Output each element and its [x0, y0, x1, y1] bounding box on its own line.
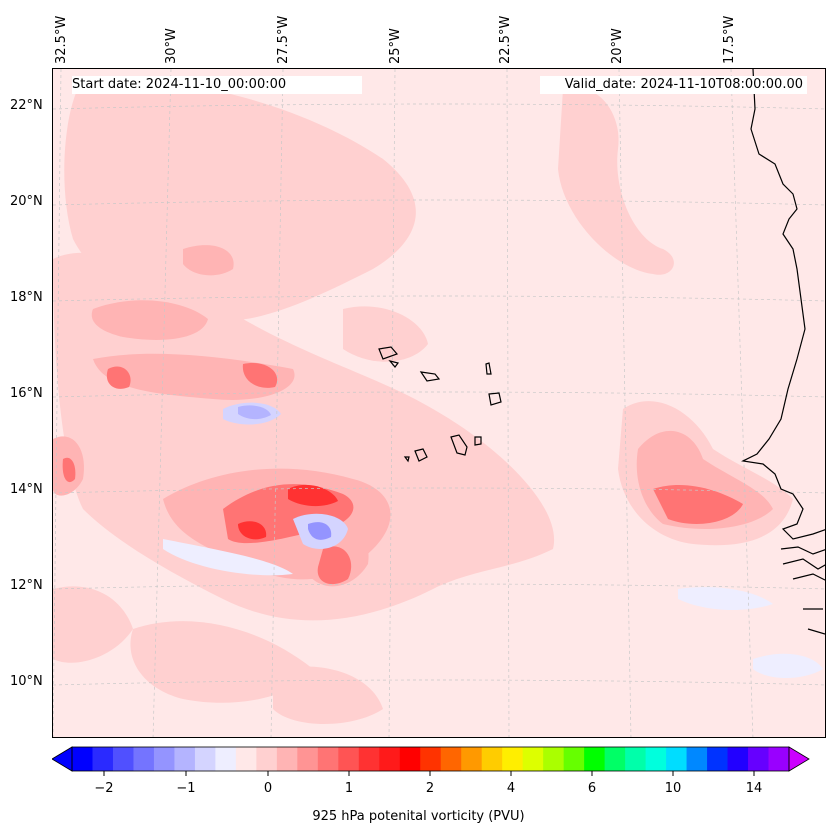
colorbar-cell [379, 747, 401, 771]
colorbar-cell [235, 747, 257, 771]
pv-contours-max [238, 484, 338, 540]
colorbar-cell [399, 747, 421, 771]
lon-label: 17.5°W [722, 15, 737, 64]
colorbar-cell [112, 747, 134, 771]
colorbar-cell [645, 747, 667, 771]
colorbar-max-arrow [788, 746, 810, 772]
colorbar-cell [666, 747, 688, 771]
colorbar-tick-label: 14 [745, 781, 763, 796]
coastline [741, 69, 825, 635]
colorbar [52, 746, 810, 776]
colorbar-tick-label: 4 [506, 781, 516, 796]
colorbar-cell [686, 747, 708, 771]
pv-map [53, 69, 825, 737]
colorbar-min-arrow [52, 746, 73, 772]
colorbar-cell [215, 747, 237, 771]
colorbar-cell [440, 747, 462, 771]
colorbar-cell [276, 747, 298, 771]
colorbar-cell [522, 747, 544, 771]
colorbar-cell [174, 747, 196, 771]
colorbar-cell [604, 747, 626, 771]
start-date-label: Start date: 2024-11-10_00:00:00 [72, 76, 362, 94]
colorbar-tick-label: 6 [587, 781, 597, 796]
lon-label: 22.5°W [498, 15, 513, 64]
lon-label: 27.5°W [276, 15, 291, 64]
pv-contours-negative [163, 402, 823, 678]
colorbar-cell [358, 747, 380, 771]
colorbar-tick-label: −1 [176, 781, 196, 796]
colorbar-cell [543, 747, 565, 771]
colorbar-cell [133, 747, 155, 771]
lat-label: 12°N [10, 578, 43, 593]
pv-contours-light [53, 78, 793, 724]
lon-label: 32.5°W [54, 15, 69, 64]
colorbar-cell [481, 747, 503, 771]
colorbar-cell [727, 747, 749, 771]
valid-date-label: Valid_date: 2024-11-10T08:00:00.00 [540, 76, 807, 94]
colorbar-cell [707, 747, 729, 771]
map-panel [52, 68, 826, 738]
lon-label: 30°W [164, 28, 179, 64]
colorbar-tick-label: 1 [344, 781, 354, 796]
lat-label: 22°N [10, 98, 43, 113]
lat-label: 10°N [10, 674, 43, 689]
colorbar-tick-label: 2 [425, 781, 435, 796]
colorbar-cell [92, 747, 114, 771]
colorbar-cell [153, 747, 175, 771]
colorbar-label: 925 hPa potenital vorticity (PVU) [312, 809, 525, 824]
colorbar-cell [584, 747, 606, 771]
graticule [53, 69, 825, 737]
islands [378, 346, 502, 463]
lat-label: 14°N [10, 482, 43, 497]
colorbar-tick-label: 0 [263, 781, 273, 796]
colorbar-tick-label: 10 [664, 781, 682, 796]
colorbar-cell [768, 747, 790, 771]
colorbar-tick-label: −2 [94, 781, 114, 796]
colorbar-cell [256, 747, 278, 771]
lat-label: 16°N [10, 386, 43, 401]
colorbar-cell [420, 747, 442, 771]
lat-label: 18°N [10, 290, 43, 305]
colorbar-cell [194, 747, 216, 771]
colorbar-cell [563, 747, 585, 771]
colorbar-cell [461, 747, 483, 771]
colorbar-cell [297, 747, 319, 771]
colorbar-cell [338, 747, 360, 771]
lon-label: 20°W [610, 28, 625, 64]
colorbar-cell [625, 747, 647, 771]
colorbar-cell [502, 747, 524, 771]
lat-label: 20°N [10, 194, 43, 209]
colorbar-cell [72, 747, 93, 771]
colorbar-cell [317, 747, 339, 771]
lon-label: 25°W [388, 28, 403, 64]
colorbar-cell [748, 747, 770, 771]
